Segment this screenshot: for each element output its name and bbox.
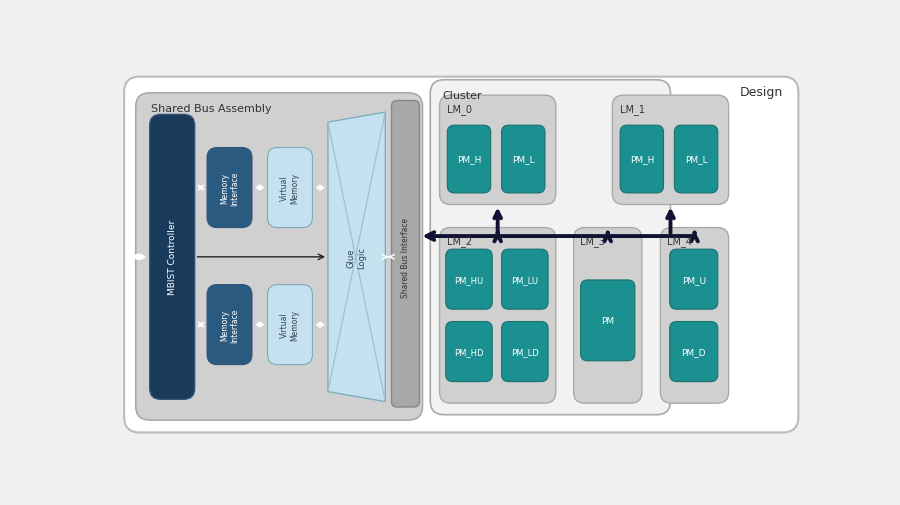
Text: LM_0: LM_0 xyxy=(447,104,473,115)
FancyBboxPatch shape xyxy=(612,96,729,205)
Text: LM_3: LM_3 xyxy=(580,236,605,247)
FancyBboxPatch shape xyxy=(620,126,663,193)
Text: Virtual
Memory: Virtual Memory xyxy=(280,173,300,204)
FancyBboxPatch shape xyxy=(439,228,556,403)
FancyBboxPatch shape xyxy=(207,148,252,228)
FancyBboxPatch shape xyxy=(501,249,548,310)
Text: LM_1: LM_1 xyxy=(620,104,645,115)
Text: LM_2: LM_2 xyxy=(447,236,473,247)
FancyBboxPatch shape xyxy=(446,249,492,310)
Text: MBIST Controller: MBIST Controller xyxy=(167,220,176,295)
Text: Cluster: Cluster xyxy=(443,90,482,100)
Text: Memory
Interface: Memory Interface xyxy=(220,308,239,342)
Text: Memory
Interface: Memory Interface xyxy=(220,171,239,206)
Text: PM_L: PM_L xyxy=(685,155,707,164)
Text: PM_HU: PM_HU xyxy=(454,275,483,284)
FancyBboxPatch shape xyxy=(149,115,194,399)
FancyBboxPatch shape xyxy=(447,126,491,193)
Text: PM_LU: PM_LU xyxy=(511,275,538,284)
FancyBboxPatch shape xyxy=(267,285,312,365)
Text: PM_HD: PM_HD xyxy=(454,347,484,357)
FancyBboxPatch shape xyxy=(670,249,718,310)
FancyBboxPatch shape xyxy=(439,96,556,205)
Text: LM_4: LM_4 xyxy=(667,236,691,247)
Text: Shared Bus Assembly: Shared Bus Assembly xyxy=(151,104,272,114)
Text: PM_LD: PM_LD xyxy=(511,347,539,357)
FancyBboxPatch shape xyxy=(501,126,545,193)
FancyBboxPatch shape xyxy=(430,81,670,415)
Text: PM: PM xyxy=(601,316,615,325)
FancyBboxPatch shape xyxy=(573,228,642,403)
FancyBboxPatch shape xyxy=(207,285,252,365)
FancyBboxPatch shape xyxy=(267,148,312,228)
FancyBboxPatch shape xyxy=(674,126,718,193)
Text: PM_U: PM_U xyxy=(681,275,706,284)
FancyBboxPatch shape xyxy=(124,77,798,433)
FancyBboxPatch shape xyxy=(446,322,492,382)
FancyBboxPatch shape xyxy=(501,322,548,382)
Text: Design: Design xyxy=(740,86,783,99)
FancyBboxPatch shape xyxy=(580,280,634,361)
Text: Virtual
Memory: Virtual Memory xyxy=(280,310,300,340)
Text: Shared Bus Interface: Shared Bus Interface xyxy=(401,217,410,297)
FancyBboxPatch shape xyxy=(392,102,419,407)
FancyBboxPatch shape xyxy=(670,322,718,382)
Text: Glue
Logic: Glue Logic xyxy=(346,246,366,268)
FancyBboxPatch shape xyxy=(136,93,422,420)
FancyBboxPatch shape xyxy=(661,228,729,403)
Text: PM_H: PM_H xyxy=(457,155,482,164)
Text: PM_D: PM_D xyxy=(681,347,706,357)
Polygon shape xyxy=(328,113,385,402)
Text: PM_L: PM_L xyxy=(512,155,535,164)
Text: PM_H: PM_H xyxy=(630,155,654,164)
